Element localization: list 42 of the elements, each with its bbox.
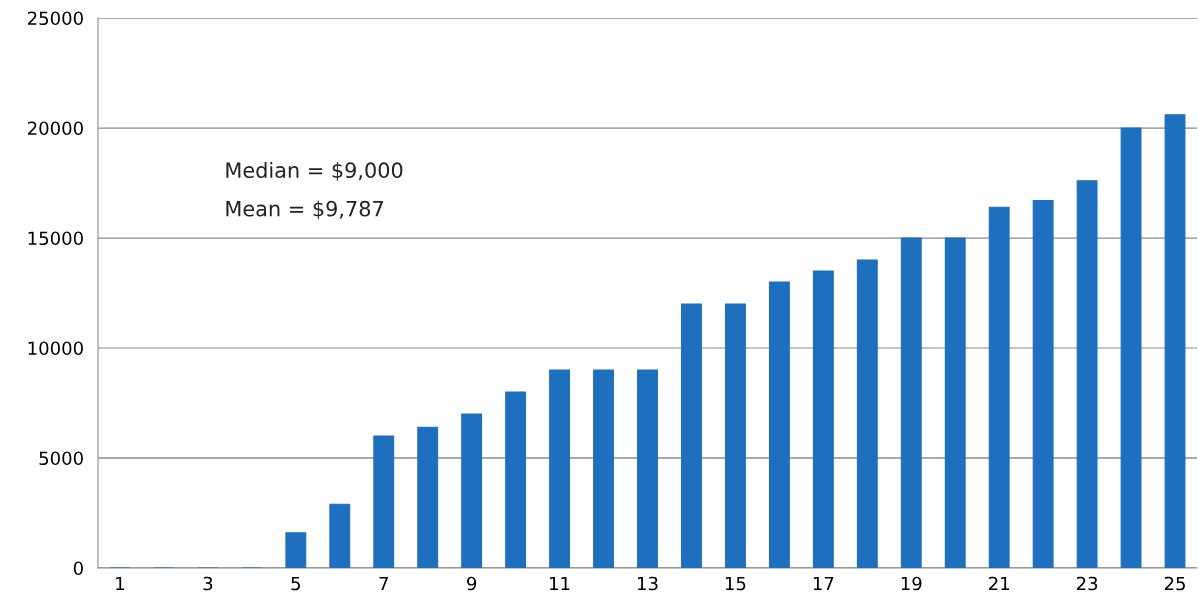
y-tick-label: 20000 — [28, 121, 83, 136]
bar — [988, 206, 1010, 568]
bar — [944, 237, 966, 568]
bar — [900, 237, 922, 568]
x-tick-label: 19 — [901, 576, 922, 591]
x-tick-label: 15 — [725, 576, 746, 591]
x-tick-label: 3 — [203, 576, 213, 591]
x-tick-label: 7 — [379, 576, 388, 591]
annotation: Mean = $9,787 — [226, 200, 383, 220]
x-tick-label: 13 — [638, 576, 658, 591]
x-tick-label: 17 — [813, 576, 834, 591]
bar — [768, 281, 790, 568]
x-tick-label: 5 — [291, 576, 300, 591]
x-tick-label: 21 — [989, 576, 1009, 591]
y-tick-label: 10000 — [28, 341, 83, 356]
x-tick-label: 23 — [1076, 576, 1098, 591]
bar — [681, 303, 702, 568]
bar — [1164, 114, 1186, 568]
bar — [285, 532, 307, 568]
bar — [373, 435, 395, 568]
bar — [1032, 200, 1054, 568]
annotation: Median = $9,000 — [226, 161, 403, 181]
x-tick-label: 25 — [1164, 576, 1185, 591]
y-tick-label: 5000 — [39, 451, 83, 466]
bar — [505, 391, 527, 568]
y-tick-label: 0 — [73, 561, 83, 576]
bar — [856, 259, 878, 568]
x-tick-label: 1 — [116, 576, 125, 591]
x-tick-label: 9 — [467, 576, 477, 591]
y-tick-label: 15000 — [28, 231, 83, 246]
bar — [593, 369, 614, 568]
bar — [549, 369, 571, 568]
bar — [417, 426, 439, 568]
bar — [637, 369, 658, 568]
bar — [329, 503, 351, 568]
bar — [461, 413, 483, 568]
bar — [1076, 180, 1098, 568]
x-tick-label: 11 — [550, 576, 570, 591]
bar — [812, 270, 834, 568]
bar — [1120, 127, 1142, 568]
y-tick-label: 25000 — [28, 11, 83, 26]
bar — [724, 303, 746, 568]
